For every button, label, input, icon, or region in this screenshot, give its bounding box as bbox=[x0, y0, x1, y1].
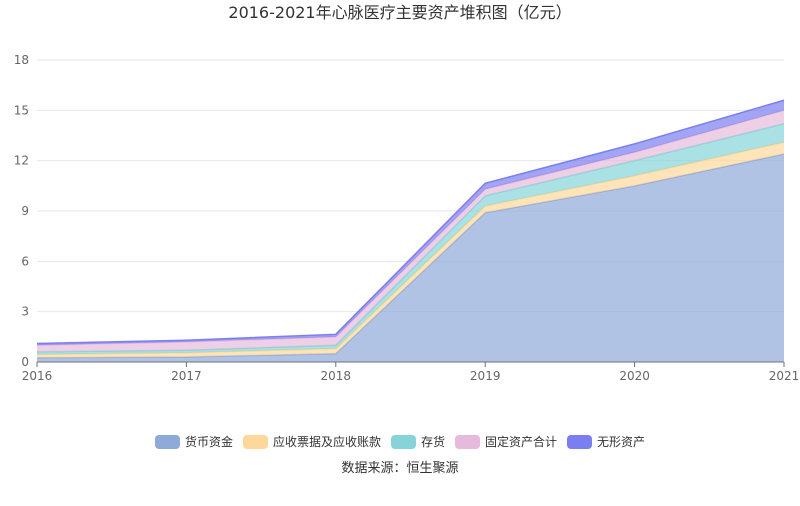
legend-swatch bbox=[455, 435, 480, 449]
x-tick-label: 2021 bbox=[769, 369, 800, 383]
y-tick-label: 15 bbox=[14, 103, 29, 117]
area-series bbox=[37, 110, 784, 352]
legend-label: 货币资金 bbox=[185, 434, 233, 449]
area-series-line bbox=[36, 99, 785, 345]
area-series bbox=[37, 142, 784, 358]
y-tick-label: 9 bbox=[21, 204, 29, 218]
legend-label: 固定资产合计 bbox=[485, 434, 557, 449]
legend-item[interactable]: 货币资金 bbox=[155, 434, 233, 449]
x-tick-label: 2017 bbox=[171, 369, 202, 383]
legend-label: 应收票据及应收账款 bbox=[273, 434, 381, 449]
y-tick-label: 0 bbox=[21, 355, 29, 369]
x-tick-label: 2019 bbox=[470, 369, 501, 383]
legend[interactable]: 货币资金 应收票据及应收账款 存货 固定资产合计 无形资产 bbox=[155, 434, 645, 449]
y-tick-label: 6 bbox=[21, 254, 29, 268]
legend-item[interactable]: 无形资产 bbox=[567, 435, 645, 449]
x-tick-label: 2016 bbox=[22, 369, 53, 383]
legend-label: 存货 bbox=[421, 434, 445, 449]
legend-swatch bbox=[243, 435, 268, 449]
legend-label: 无形资产 bbox=[597, 435, 645, 449]
x-tick-label: 2020 bbox=[619, 369, 650, 383]
legend-item[interactable]: 存货 bbox=[391, 434, 445, 449]
area-series-group bbox=[36, 99, 785, 362]
y-tick-label: 18 bbox=[14, 53, 29, 67]
axes: 0 3 6 9 12 15 18 2016 2017 2018 2019 2020 2021 bbox=[14, 53, 800, 383]
data-source-note: 数据来源：恒生聚源 bbox=[341, 461, 458, 476]
legend-item[interactable]: 应收票据及应收账款 bbox=[243, 434, 381, 449]
legend-swatch bbox=[391, 435, 416, 449]
x-tick-label: 2018 bbox=[321, 369, 352, 383]
area-series bbox=[37, 123, 784, 355]
area-series bbox=[37, 153, 784, 362]
legend-item[interactable]: 固定资产合计 bbox=[455, 434, 557, 449]
legend-swatch bbox=[155, 435, 180, 449]
area-series bbox=[37, 100, 784, 346]
legend-swatch bbox=[567, 435, 592, 449]
y-tick-label: 3 bbox=[21, 305, 29, 319]
y-tick-label: 12 bbox=[14, 154, 29, 168]
chart-title: 2016-2021年心脉医疗主要资产堆积图（亿元） bbox=[228, 3, 571, 22]
